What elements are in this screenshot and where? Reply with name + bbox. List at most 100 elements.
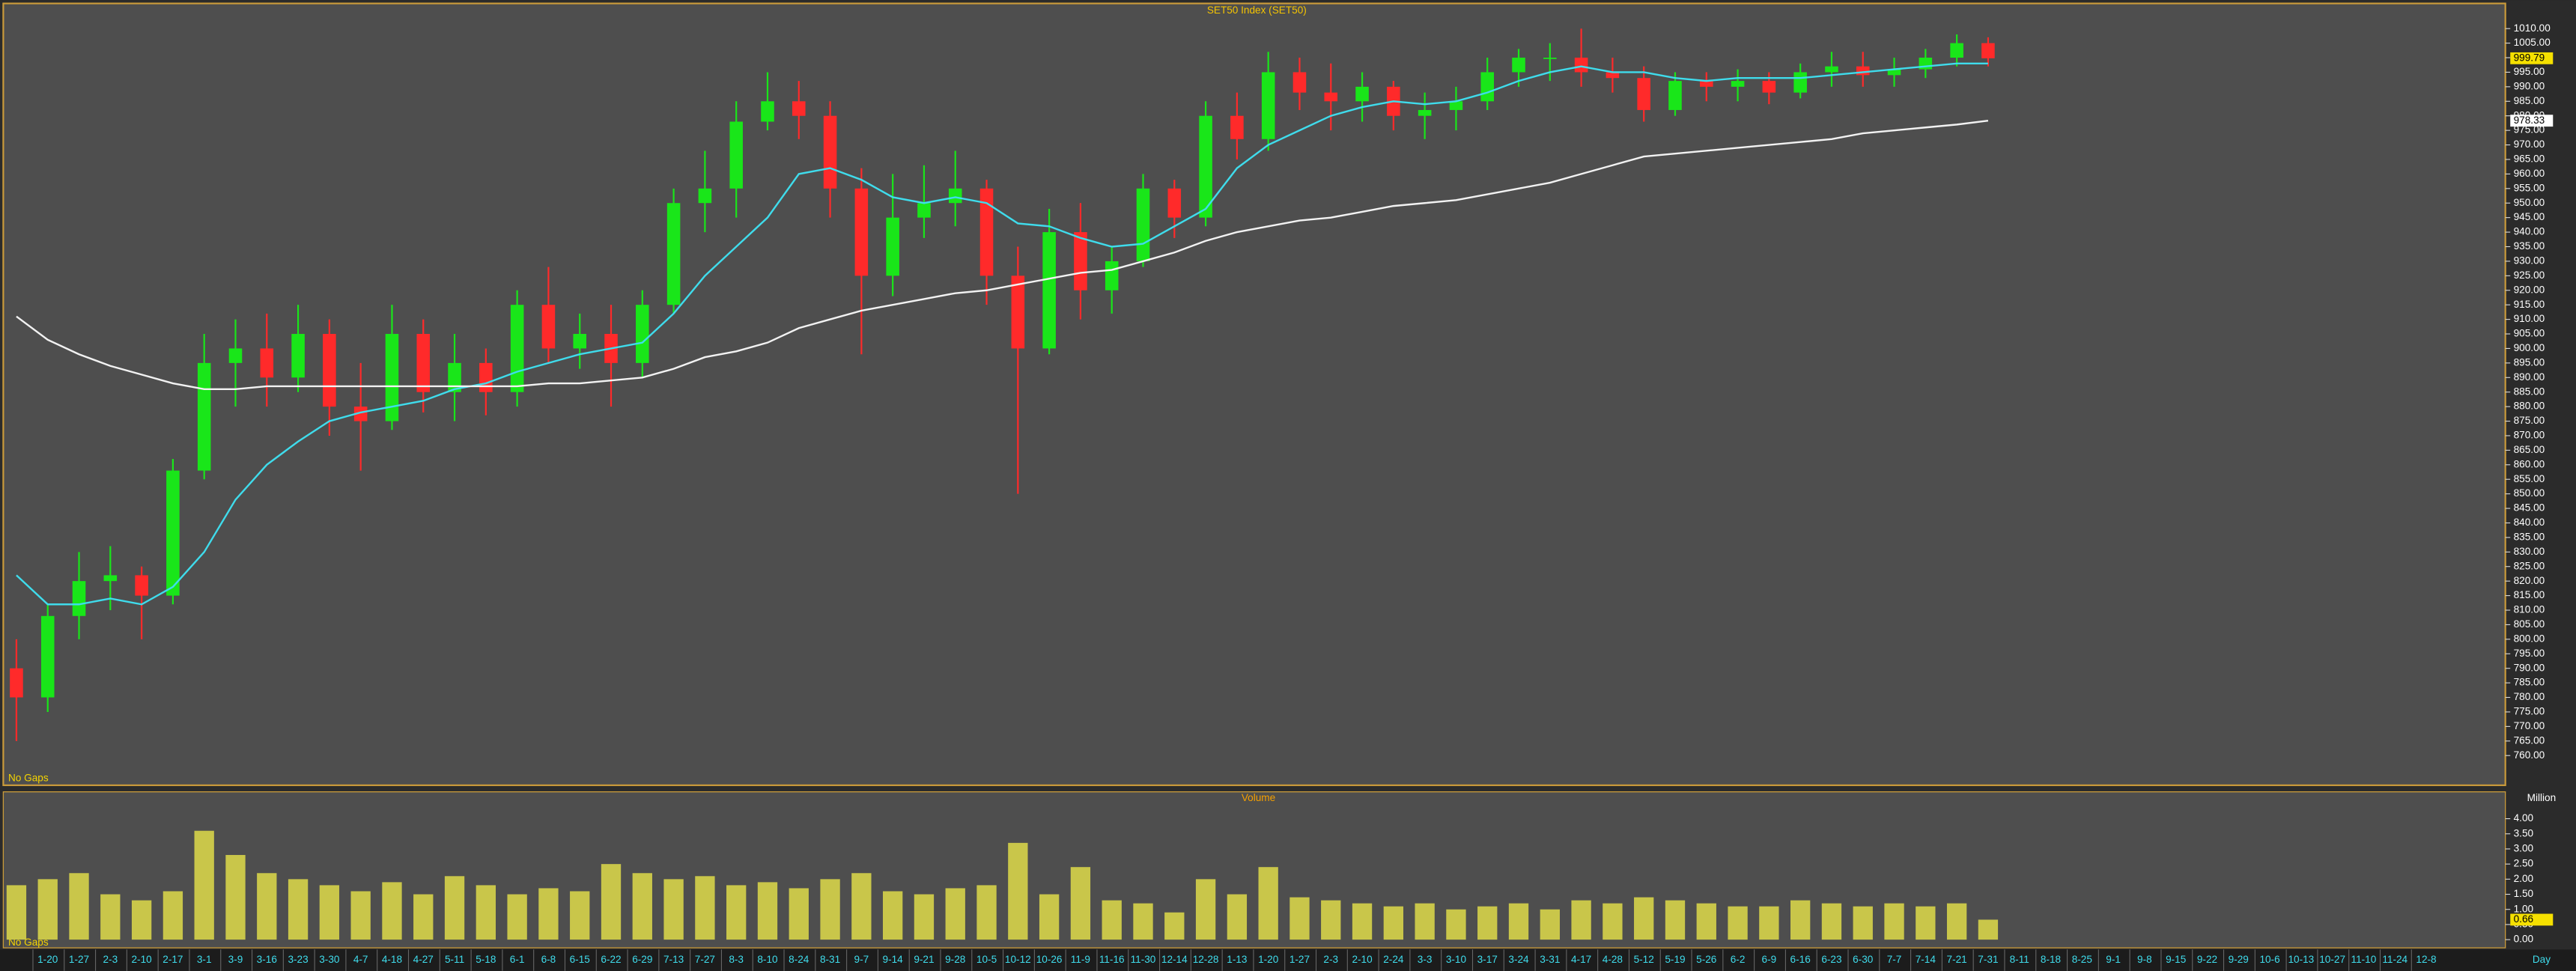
candle-body (1981, 43, 1995, 58)
candle-body (1230, 115, 1244, 139)
x-tick-label: 8-24 (789, 954, 809, 965)
candle-body (1324, 92, 1338, 102)
y-tick-label: 885.00 (2514, 386, 2545, 397)
volume-bar (1821, 903, 1842, 940)
volume-bar (507, 894, 527, 940)
ma-line (16, 62, 1988, 606)
x-tick-label: 9-29 (2229, 954, 2249, 965)
x-tick-label: 6-22 (601, 954, 621, 965)
y-tick-label: 1.50 (2514, 888, 2534, 899)
x-tick-label: 4-18 (382, 954, 402, 965)
candle-body (72, 581, 86, 616)
volume-bar (288, 879, 309, 940)
candle-body (1856, 66, 1870, 76)
y-tick-label: 805.00 (2514, 618, 2545, 630)
x-tick-label: 4-17 (1571, 954, 1591, 965)
volume-bar (851, 873, 872, 940)
candle-body (1887, 69, 1901, 76)
x-tick-label: 3-23 (288, 954, 308, 965)
y-tick-label: 880.00 (2514, 401, 2545, 412)
y-tick-label: 855.00 (2514, 473, 2545, 484)
x-tick-label: 8-10 (757, 954, 778, 965)
y-tick-label: 845.00 (2514, 502, 2545, 514)
candle-body (260, 348, 274, 378)
x-tick-label: 11-30 (1131, 954, 1156, 965)
volume-bar (820, 879, 840, 940)
x-tick-label: 2-10 (1352, 954, 1373, 965)
x-tick-label: 3-24 (1508, 954, 1529, 965)
last-value-box (2510, 52, 2554, 64)
candle-body (1449, 101, 1463, 110)
y-tick-label: 985.00 (2514, 95, 2545, 106)
last-value-label: 0.66 (2514, 913, 2533, 925)
x-tick-label: 8-25 (2072, 954, 2092, 965)
y-tick-label: 790.00 (2514, 662, 2545, 673)
volume-bar (976, 885, 997, 940)
last-value-label: 978.33 (2514, 115, 2545, 126)
y-tick-label: 875.00 (2514, 415, 2545, 426)
x-tick-label: 6-15 (570, 954, 590, 965)
x-tick-label: 12-8 (2416, 954, 2436, 965)
x-tick-label: 3-16 (257, 954, 277, 965)
volume-bar (444, 876, 465, 940)
y-tick-label: 890.00 (2514, 371, 2545, 383)
candle-body (323, 334, 336, 407)
x-tick-label: 2-24 (1383, 954, 1404, 965)
x-tick-label: 4-7 (353, 954, 368, 965)
volume-bar (1070, 867, 1091, 940)
candle-body (573, 334, 586, 349)
volume-bar (538, 888, 559, 940)
volume-bar (1790, 900, 1811, 940)
volume-bar (1195, 879, 1216, 940)
candle-body (729, 121, 743, 189)
volume-bar (601, 864, 622, 940)
volume-bar (476, 885, 496, 940)
volume-bar (945, 888, 965, 940)
x-tick-label: 11-10 (2351, 954, 2377, 965)
x-tick-label: 11-9 (1071, 954, 1090, 965)
x-tick-label: 6-1 (510, 954, 525, 965)
x-tick-label: 6-9 (1762, 954, 1777, 965)
y-tick-label: 920.00 (2514, 284, 2545, 295)
chart-title: SET50 Index (SET50) (1207, 4, 1307, 16)
x-tick-label: 10-13 (2288, 954, 2314, 965)
volume-bar (1540, 909, 1560, 940)
volume-bar (131, 900, 152, 940)
y-tick-label: 1005.00 (2514, 37, 2551, 48)
x-tick-label: 3-30 (319, 954, 340, 965)
y-tick-label: 915.00 (2514, 299, 2545, 310)
candle-body (416, 334, 431, 392)
candle-body (541, 305, 556, 349)
x-tick-label: 3-31 (1540, 954, 1560, 965)
volume-bar (1571, 900, 1591, 940)
candle-body (1543, 58, 1557, 59)
volume-bar (257, 873, 277, 940)
candle-body (197, 362, 211, 471)
x-tick-label: 10-26 (1036, 954, 1063, 965)
x-tick-label: 9-21 (914, 954, 934, 965)
volume-bar (1008, 842, 1028, 940)
y-tick-label: 810.00 (2514, 604, 2545, 615)
volume-bar (1352, 903, 1373, 940)
y-tick-label: 760.00 (2514, 749, 2545, 761)
y-tick-label: 865.00 (2514, 444, 2545, 455)
volume-bar (6, 885, 27, 940)
candle-body (1105, 261, 1119, 290)
candle-body (1512, 58, 1525, 73)
y-tick-label: 850.00 (2514, 487, 2545, 499)
y-tick-label: 925.00 (2514, 270, 2545, 281)
candle-body (10, 668, 23, 698)
x-tick-label: 7-31 (1978, 954, 1998, 965)
y-tick-label: 970.00 (2514, 139, 2545, 150)
x-tick-label: 6-30 (1853, 954, 1874, 965)
x-tick-label: 6-8 (541, 954, 556, 965)
x-tick-label: 2-17 (162, 954, 183, 965)
x-tick-label: 11-24 (2382, 954, 2408, 965)
ma-line (16, 119, 1989, 391)
x-tick-label: 11-16 (1099, 954, 1125, 965)
candle-body (1606, 72, 1620, 79)
volume-bar (194, 830, 214, 940)
volume-bar (726, 885, 747, 940)
volume-bar (37, 879, 58, 940)
price-panel (2, 2, 2506, 786)
